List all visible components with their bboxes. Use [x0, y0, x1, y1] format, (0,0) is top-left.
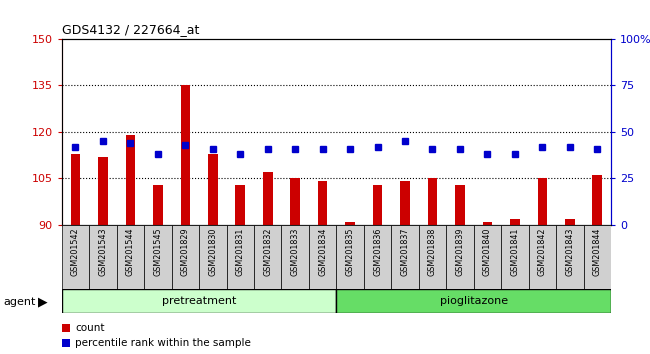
Bar — [592, 175, 602, 225]
Bar — [125, 135, 135, 225]
Text: GSM201543: GSM201543 — [98, 227, 107, 276]
Bar — [482, 222, 492, 225]
Bar — [172, 225, 199, 289]
Bar — [62, 225, 89, 289]
Text: GSM201834: GSM201834 — [318, 227, 327, 276]
Text: GSM201833: GSM201833 — [291, 227, 300, 276]
Bar — [263, 172, 272, 225]
Bar — [309, 225, 337, 289]
Bar — [419, 225, 446, 289]
Text: GSM201831: GSM201831 — [236, 227, 245, 276]
Text: GSM201545: GSM201545 — [153, 227, 162, 276]
Bar — [98, 156, 108, 225]
Text: pioglitazone: pioglitazone — [439, 296, 508, 306]
Bar — [281, 225, 309, 289]
Bar — [372, 184, 382, 225]
Bar — [318, 181, 328, 225]
Bar — [291, 178, 300, 225]
Text: count: count — [75, 323, 105, 333]
Text: GSM201832: GSM201832 — [263, 227, 272, 276]
Bar — [538, 178, 547, 225]
Bar — [391, 225, 419, 289]
Text: GSM201844: GSM201844 — [593, 227, 602, 276]
Bar — [153, 184, 162, 225]
Text: GSM201843: GSM201843 — [566, 227, 575, 276]
Bar — [199, 225, 227, 289]
Bar — [400, 181, 410, 225]
Text: agent: agent — [3, 297, 36, 307]
Text: GSM201842: GSM201842 — [538, 227, 547, 276]
Text: pretreatment: pretreatment — [162, 296, 236, 306]
Bar — [227, 225, 254, 289]
Bar — [144, 225, 172, 289]
Text: ▶: ▶ — [38, 295, 47, 308]
Bar — [235, 184, 245, 225]
Bar — [254, 225, 281, 289]
Bar — [528, 225, 556, 289]
Bar — [474, 225, 501, 289]
Text: GDS4132 / 227664_at: GDS4132 / 227664_at — [62, 23, 199, 36]
Bar — [345, 222, 355, 225]
Bar — [446, 225, 474, 289]
Bar — [455, 184, 465, 225]
Text: GSM201544: GSM201544 — [126, 227, 135, 276]
Bar — [428, 178, 437, 225]
Text: GSM201542: GSM201542 — [71, 227, 80, 276]
Text: GSM201837: GSM201837 — [400, 227, 410, 276]
Bar — [584, 225, 611, 289]
Text: GSM201840: GSM201840 — [483, 227, 492, 276]
Text: GSM201838: GSM201838 — [428, 227, 437, 276]
Text: GSM201839: GSM201839 — [456, 227, 465, 276]
Bar — [556, 225, 584, 289]
Bar — [181, 85, 190, 225]
Text: GSM201835: GSM201835 — [346, 227, 355, 276]
Bar — [89, 225, 117, 289]
Bar — [565, 218, 575, 225]
Bar — [501, 225, 528, 289]
Bar — [364, 225, 391, 289]
Text: GSM201830: GSM201830 — [208, 227, 217, 276]
Bar — [62, 289, 337, 313]
Bar — [71, 154, 81, 225]
Bar — [510, 218, 520, 225]
Text: GSM201836: GSM201836 — [373, 227, 382, 276]
Bar — [117, 225, 144, 289]
Text: percentile rank within the sample: percentile rank within the sample — [75, 338, 252, 348]
Text: GSM201829: GSM201829 — [181, 227, 190, 276]
Bar — [208, 154, 218, 225]
Text: GSM201841: GSM201841 — [510, 227, 519, 276]
Bar — [337, 289, 611, 313]
Bar — [337, 225, 364, 289]
